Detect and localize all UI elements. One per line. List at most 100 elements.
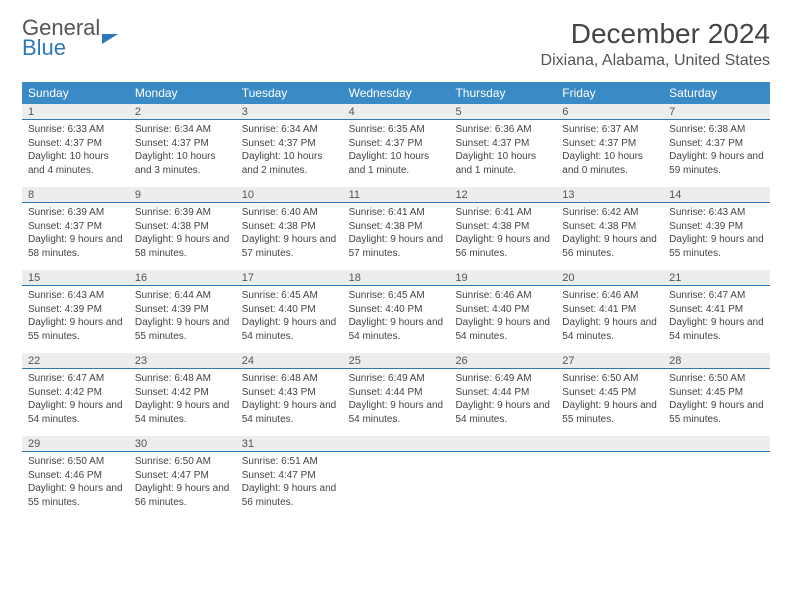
- dow-header-cell: Wednesday: [343, 82, 450, 104]
- empty-num-cell: [663, 436, 770, 451]
- day-number-row: 891011121314: [22, 187, 770, 203]
- day-number-row: 1234567: [22, 104, 770, 120]
- day-number-cell: 2: [129, 104, 236, 119]
- sunset-text: Sunset: 4:37 PM: [242, 137, 337, 151]
- sunrise-text: Sunrise: 6:48 AM: [242, 372, 337, 386]
- sunrise-text: Sunrise: 6:38 AM: [669, 123, 764, 137]
- sunset-text: Sunset: 4:38 PM: [135, 220, 230, 234]
- sunrise-text: Sunrise: 6:35 AM: [349, 123, 444, 137]
- daylight-text: Daylight: 10 hours and 1 minute.: [455, 150, 550, 177]
- sunrise-text: Sunrise: 6:34 AM: [135, 123, 230, 137]
- day-number-cell: 21: [663, 270, 770, 285]
- empty-data-cell: [449, 452, 556, 513]
- sunrise-text: Sunrise: 6:50 AM: [562, 372, 657, 386]
- brand-logo: General Blue: [22, 18, 118, 58]
- sunrise-text: Sunrise: 6:33 AM: [28, 123, 123, 137]
- sunset-text: Sunset: 4:37 PM: [669, 137, 764, 151]
- day-number-cell: 1: [22, 104, 129, 119]
- day-number-cell: 25: [343, 353, 450, 368]
- sunset-text: Sunset: 4:46 PM: [28, 469, 123, 483]
- daylight-text: Daylight: 9 hours and 56 minutes.: [135, 482, 230, 509]
- sunset-text: Sunset: 4:44 PM: [455, 386, 550, 400]
- daylight-text: Daylight: 9 hours and 54 minutes.: [455, 316, 550, 343]
- sunset-text: Sunset: 4:37 PM: [135, 137, 230, 151]
- day-data-cell: Sunrise: 6:50 AMSunset: 4:45 PMDaylight:…: [663, 369, 770, 430]
- day-data-cell: Sunrise: 6:33 AMSunset: 4:37 PMDaylight:…: [22, 120, 129, 181]
- daylight-text: Daylight: 9 hours and 54 minutes.: [455, 399, 550, 426]
- day-number-cell: 10: [236, 187, 343, 202]
- daylight-text: Daylight: 9 hours and 54 minutes.: [349, 316, 444, 343]
- day-data-cell: Sunrise: 6:37 AMSunset: 4:37 PMDaylight:…: [556, 120, 663, 181]
- dow-header-cell: Sunday: [22, 82, 129, 104]
- day-number-row: 22232425262728: [22, 353, 770, 369]
- page-header: General Blue December 2024 Dixiana, Alab…: [22, 18, 770, 70]
- sunrise-text: Sunrise: 6:41 AM: [349, 206, 444, 220]
- day-data-row: Sunrise: 6:39 AMSunset: 4:37 PMDaylight:…: [22, 203, 770, 264]
- day-number-cell: 6: [556, 104, 663, 119]
- day-number-cell: 15: [22, 270, 129, 285]
- day-number-cell: 26: [449, 353, 556, 368]
- daylight-text: Daylight: 9 hours and 59 minutes.: [669, 150, 764, 177]
- daylight-text: Daylight: 10 hours and 4 minutes.: [28, 150, 123, 177]
- sunrise-text: Sunrise: 6:46 AM: [562, 289, 657, 303]
- weeks-container: 1234567Sunrise: 6:33 AMSunset: 4:37 PMDa…: [22, 104, 770, 513]
- sunset-text: Sunset: 4:38 PM: [242, 220, 337, 234]
- sunrise-text: Sunrise: 6:43 AM: [669, 206, 764, 220]
- daylight-text: Daylight: 9 hours and 57 minutes.: [242, 233, 337, 260]
- day-data-cell: Sunrise: 6:36 AMSunset: 4:37 PMDaylight:…: [449, 120, 556, 181]
- empty-num-cell: [556, 436, 663, 451]
- day-number-cell: 19: [449, 270, 556, 285]
- sunrise-text: Sunrise: 6:50 AM: [135, 455, 230, 469]
- sunrise-text: Sunrise: 6:49 AM: [455, 372, 550, 386]
- day-data-cell: Sunrise: 6:42 AMSunset: 4:38 PMDaylight:…: [556, 203, 663, 264]
- sunrise-text: Sunrise: 6:39 AM: [135, 206, 230, 220]
- sunset-text: Sunset: 4:40 PM: [242, 303, 337, 317]
- day-data-cell: Sunrise: 6:39 AMSunset: 4:38 PMDaylight:…: [129, 203, 236, 264]
- day-data-cell: Sunrise: 6:49 AMSunset: 4:44 PMDaylight:…: [343, 369, 450, 430]
- day-number-row: 15161718192021: [22, 270, 770, 286]
- sunset-text: Sunset: 4:47 PM: [135, 469, 230, 483]
- brand-text: General Blue: [22, 18, 100, 58]
- daylight-text: Daylight: 9 hours and 55 minutes.: [669, 233, 764, 260]
- location-text: Dixiana, Alabama, United States: [541, 52, 770, 70]
- empty-num-cell: [343, 436, 450, 451]
- daylight-text: Daylight: 9 hours and 55 minutes.: [135, 316, 230, 343]
- sunset-text: Sunset: 4:47 PM: [242, 469, 337, 483]
- day-number-cell: 28: [663, 353, 770, 368]
- empty-data-cell: [556, 452, 663, 513]
- sunrise-text: Sunrise: 6:47 AM: [28, 372, 123, 386]
- day-number-cell: 29: [22, 436, 129, 451]
- daylight-text: Daylight: 9 hours and 54 minutes.: [242, 316, 337, 343]
- sunset-text: Sunset: 4:39 PM: [135, 303, 230, 317]
- day-number-cell: 17: [236, 270, 343, 285]
- daylight-text: Daylight: 9 hours and 56 minutes.: [562, 233, 657, 260]
- empty-data-cell: [343, 452, 450, 513]
- daylight-text: Daylight: 9 hours and 55 minutes.: [562, 399, 657, 426]
- day-number-cell: 30: [129, 436, 236, 451]
- day-data-cell: Sunrise: 6:34 AMSunset: 4:37 PMDaylight:…: [236, 120, 343, 181]
- daylight-text: Daylight: 9 hours and 54 minutes.: [135, 399, 230, 426]
- empty-num-cell: [449, 436, 556, 451]
- daylight-text: Daylight: 9 hours and 54 minutes.: [28, 399, 123, 426]
- daylight-text: Daylight: 9 hours and 57 minutes.: [349, 233, 444, 260]
- day-data-cell: Sunrise: 6:43 AMSunset: 4:39 PMDaylight:…: [663, 203, 770, 264]
- sunset-text: Sunset: 4:39 PM: [669, 220, 764, 234]
- daylight-text: Daylight: 10 hours and 3 minutes.: [135, 150, 230, 177]
- day-data-row: Sunrise: 6:33 AMSunset: 4:37 PMDaylight:…: [22, 120, 770, 181]
- week-group: 293031Sunrise: 6:50 AMSunset: 4:46 PMDay…: [22, 436, 770, 513]
- sunrise-text: Sunrise: 6:39 AM: [28, 206, 123, 220]
- daylight-text: Daylight: 9 hours and 54 minutes.: [242, 399, 337, 426]
- daylight-text: Daylight: 10 hours and 1 minute.: [349, 150, 444, 177]
- day-data-cell: Sunrise: 6:35 AMSunset: 4:37 PMDaylight:…: [343, 120, 450, 181]
- dow-header-cell: Tuesday: [236, 82, 343, 104]
- day-data-cell: Sunrise: 6:38 AMSunset: 4:37 PMDaylight:…: [663, 120, 770, 181]
- daylight-text: Daylight: 9 hours and 54 minutes.: [562, 316, 657, 343]
- sunset-text: Sunset: 4:38 PM: [562, 220, 657, 234]
- day-data-cell: Sunrise: 6:46 AMSunset: 4:41 PMDaylight:…: [556, 286, 663, 347]
- sunset-text: Sunset: 4:45 PM: [669, 386, 764, 400]
- sunset-text: Sunset: 4:37 PM: [28, 220, 123, 234]
- sunset-text: Sunset: 4:37 PM: [455, 137, 550, 151]
- sunrise-text: Sunrise: 6:34 AM: [242, 123, 337, 137]
- sunrise-text: Sunrise: 6:44 AM: [135, 289, 230, 303]
- day-number-cell: 4: [343, 104, 450, 119]
